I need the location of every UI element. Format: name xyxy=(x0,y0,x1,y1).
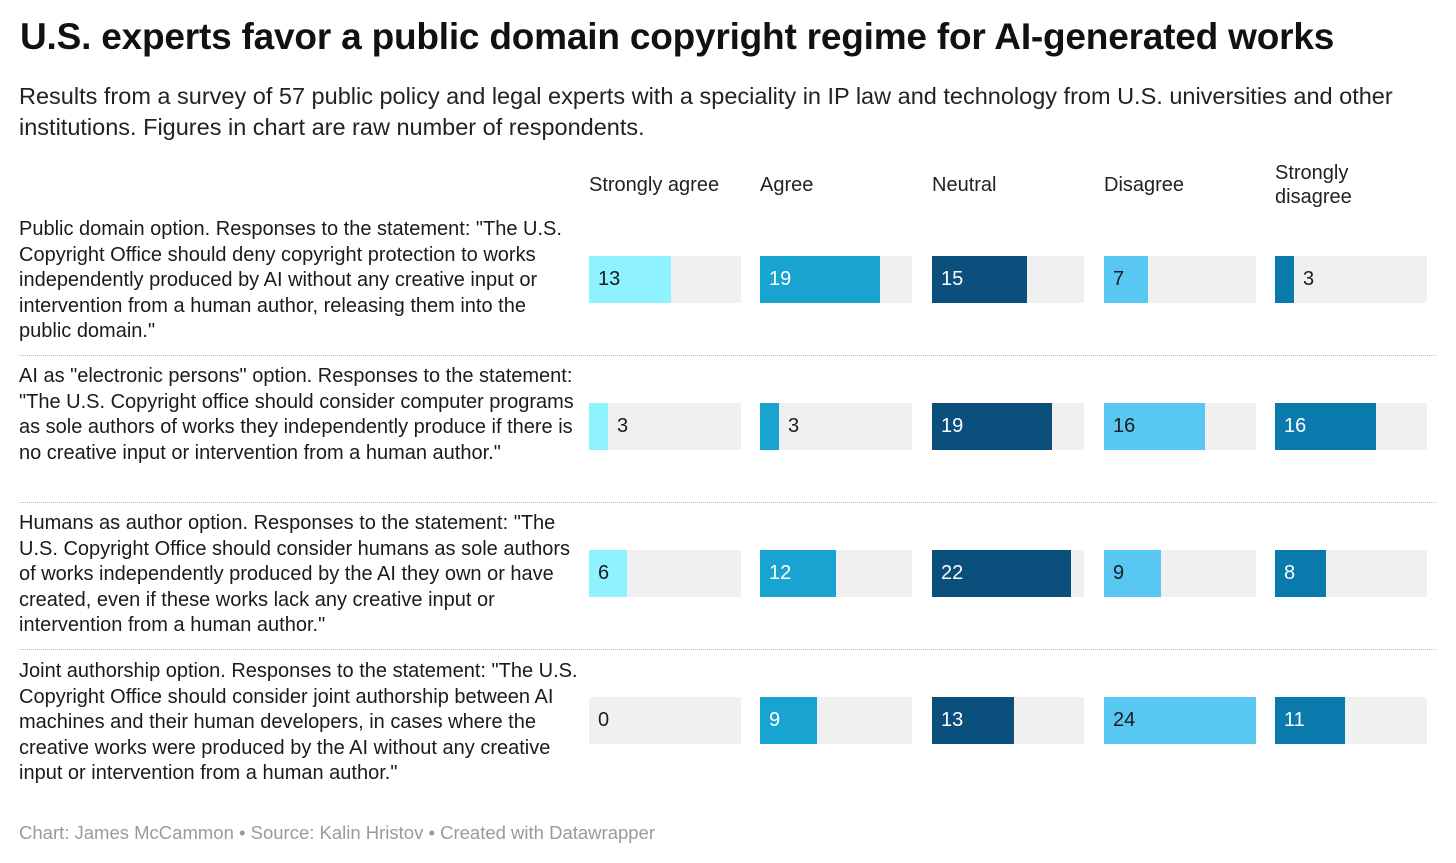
bar xyxy=(589,550,627,597)
bar xyxy=(1275,256,1294,303)
data-label: 0 xyxy=(598,709,610,731)
data-label: 22 xyxy=(941,562,964,584)
bar-track: 3 xyxy=(589,403,741,450)
bar xyxy=(1275,403,1376,450)
data-label: 3 xyxy=(617,415,629,437)
data-label: 13 xyxy=(598,268,621,290)
bar-track: 19 xyxy=(760,256,912,303)
bar xyxy=(760,256,880,303)
data-label: 16 xyxy=(1284,415,1307,437)
bar xyxy=(1104,550,1161,597)
bar xyxy=(932,550,1071,597)
bar xyxy=(1104,256,1148,303)
column-header-strongly-disagree: Strongly disagree xyxy=(1275,162,1352,208)
data-label: 3 xyxy=(788,415,800,437)
bar xyxy=(1104,403,1205,450)
bar xyxy=(932,403,1052,450)
bar-track: 24 xyxy=(1104,697,1256,744)
data-label: 11 xyxy=(1284,709,1305,731)
data-label: 6 xyxy=(598,562,610,584)
bar-track: 19 xyxy=(932,403,1084,450)
bar-track: 12 xyxy=(760,550,912,597)
data-label: 15 xyxy=(941,268,964,290)
chart-footer: Chart: James McCammon • Source: Kalin Hr… xyxy=(19,822,656,843)
data-label: 9 xyxy=(769,709,781,731)
bar-track: 11 xyxy=(1275,697,1427,744)
bar-track: 13 xyxy=(589,256,741,303)
row-label: Public domain option. Responses to the s… xyxy=(19,218,562,342)
bar xyxy=(589,403,608,450)
bar-track: 8 xyxy=(1275,550,1427,597)
data-label: 19 xyxy=(941,415,964,437)
bar-track: 13 xyxy=(932,697,1084,744)
bar xyxy=(589,256,671,303)
data-label: 9 xyxy=(1113,562,1125,584)
row-label: Joint authorship option. Responses to th… xyxy=(19,660,578,784)
bar xyxy=(1275,550,1326,597)
bar-track: 6 xyxy=(589,550,741,597)
bar xyxy=(760,550,836,597)
column-header-agree: Agree xyxy=(760,174,814,196)
chart-subtitle: Results from a survey of 57 public polic… xyxy=(19,83,1393,140)
row-label: AI as "electronic persons" option. Respo… xyxy=(19,365,574,464)
chart-row xyxy=(19,502,1436,650)
bar-track: 16 xyxy=(1275,403,1427,450)
data-label: 3 xyxy=(1303,268,1315,290)
data-label: 13 xyxy=(941,709,964,731)
data-label: 24 xyxy=(1113,709,1136,731)
column-header-strongly-agree: Strongly agree xyxy=(589,174,720,196)
data-label: 7 xyxy=(1113,268,1125,290)
chart-row xyxy=(19,355,1436,503)
bar xyxy=(932,697,1014,744)
bar-track: 9 xyxy=(760,697,912,744)
row-label: Humans as author option. Responses to th… xyxy=(19,512,571,636)
bar-track: 22 xyxy=(932,550,1084,597)
data-label: 16 xyxy=(1113,415,1136,437)
bar-track: 16 xyxy=(1104,403,1256,450)
chart-title: U.S. experts favor a public domain copyr… xyxy=(20,16,1335,57)
bar xyxy=(1275,697,1345,744)
bar-track: 9 xyxy=(1104,550,1256,597)
data-label: 8 xyxy=(1284,562,1296,584)
bar xyxy=(760,697,817,744)
bar xyxy=(932,256,1027,303)
bar-track: 3 xyxy=(760,403,912,450)
data-label: 12 xyxy=(769,562,792,584)
column-header-neutral: Neutral xyxy=(932,174,997,196)
bar-track: 7 xyxy=(1104,256,1256,303)
bar-track: 15 xyxy=(932,256,1084,303)
bar-track: 0 xyxy=(589,697,741,744)
column-header-disagree: Disagree xyxy=(1104,174,1185,196)
bar xyxy=(760,403,779,450)
data-label: 19 xyxy=(769,268,792,290)
bar-track: 3 xyxy=(1275,256,1427,303)
chart-row xyxy=(19,208,1436,356)
bar xyxy=(1104,697,1256,744)
